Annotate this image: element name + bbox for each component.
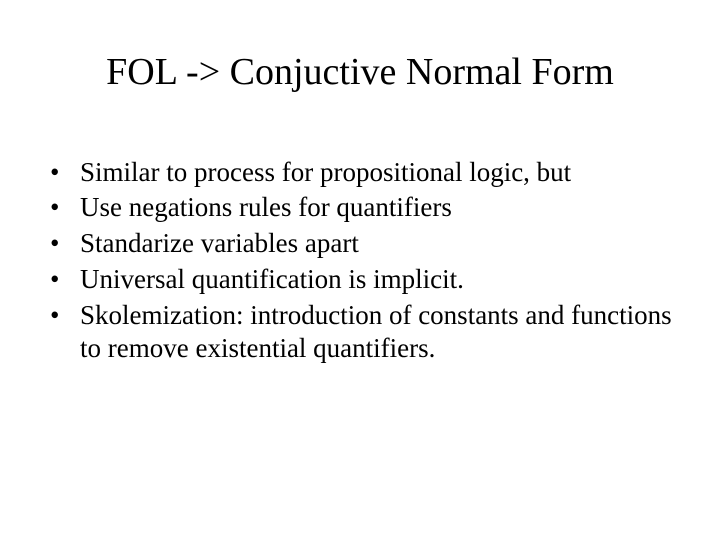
list-item: Use negations rules for quantifiers [50,191,680,225]
list-item: Universal quantification is implicit. [50,263,680,297]
list-item: Standarize variables apart [50,227,680,261]
slide: FOL -> Conjuctive Normal Form Similar to… [0,0,720,540]
slide-title: FOL -> Conjuctive Normal Form [40,50,680,96]
bullet-list: Similar to process for propositional log… [50,156,680,367]
list-item: Skolemization: introduction of constants… [50,299,680,367]
list-item: Similar to process for propositional log… [50,156,680,190]
